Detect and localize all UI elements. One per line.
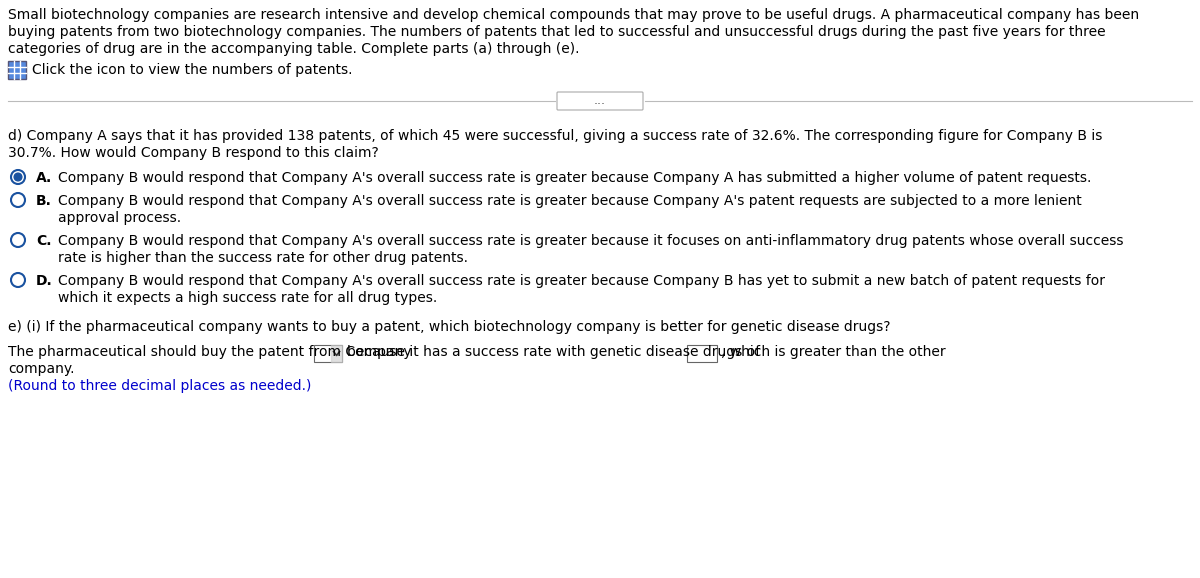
Text: 30.7%. How would Company B respond to this claim?: 30.7%. How would Company B respond to th… (8, 146, 379, 160)
Circle shape (14, 173, 22, 181)
Text: Click the icon to view the numbers of patents.: Click the icon to view the numbers of pa… (32, 63, 353, 77)
Text: rate is higher than the success rate for other drug patents.: rate is higher than the success rate for… (58, 251, 468, 265)
Text: Company B would respond that Company A's overall success rate is greater because: Company B would respond that Company A's… (58, 234, 1123, 248)
Text: Company B would respond that Company A's overall success rate is greater because: Company B would respond that Company A's… (58, 274, 1105, 288)
Text: approval process.: approval process. (58, 211, 181, 225)
Text: C.: C. (36, 234, 52, 248)
Text: e) (i) If the pharmaceutical company wants to buy a patent, which biotechnology : e) (i) If the pharmaceutical company wan… (8, 320, 890, 334)
Text: categories of drug are in the accompanying table. Complete parts (a) through (e): categories of drug are in the accompanyi… (8, 42, 580, 56)
Text: Company B would respond that Company A's overall success rate is greater because: Company B would respond that Company A's… (58, 171, 1091, 185)
Text: B.: B. (36, 194, 52, 208)
Text: (Round to three decimal places as needed.): (Round to three decimal places as needed… (8, 379, 311, 393)
Text: because it has a success rate with genetic disease drugs of: because it has a success rate with genet… (347, 345, 761, 359)
Text: company.: company. (8, 362, 74, 376)
FancyBboxPatch shape (686, 345, 716, 362)
Text: Small biotechnology companies are research intensive and develop chemical compou: Small biotechnology companies are resear… (8, 8, 1139, 22)
FancyBboxPatch shape (557, 92, 643, 110)
Text: A.: A. (36, 171, 53, 185)
Text: buying patents from two biotechnology companies. The numbers of patents that led: buying patents from two biotechnology co… (8, 25, 1105, 39)
Text: D.: D. (36, 274, 53, 288)
Text: The pharmaceutical should buy the patent from Company: The pharmaceutical should buy the patent… (8, 345, 412, 359)
FancyBboxPatch shape (314, 345, 342, 362)
FancyBboxPatch shape (8, 61, 26, 79)
Text: , which is greater than the other: , which is greater than the other (721, 345, 946, 359)
Text: Company B would respond that Company A's overall success rate is greater because: Company B would respond that Company A's… (58, 194, 1081, 208)
Text: which it expects a high success rate for all drug types.: which it expects a high success rate for… (58, 291, 437, 305)
Text: d) Company A says that it has provided 138 patents, of which 45 were successful,: d) Company A says that it has provided 1… (8, 129, 1103, 143)
Text: ...: ... (594, 94, 606, 108)
